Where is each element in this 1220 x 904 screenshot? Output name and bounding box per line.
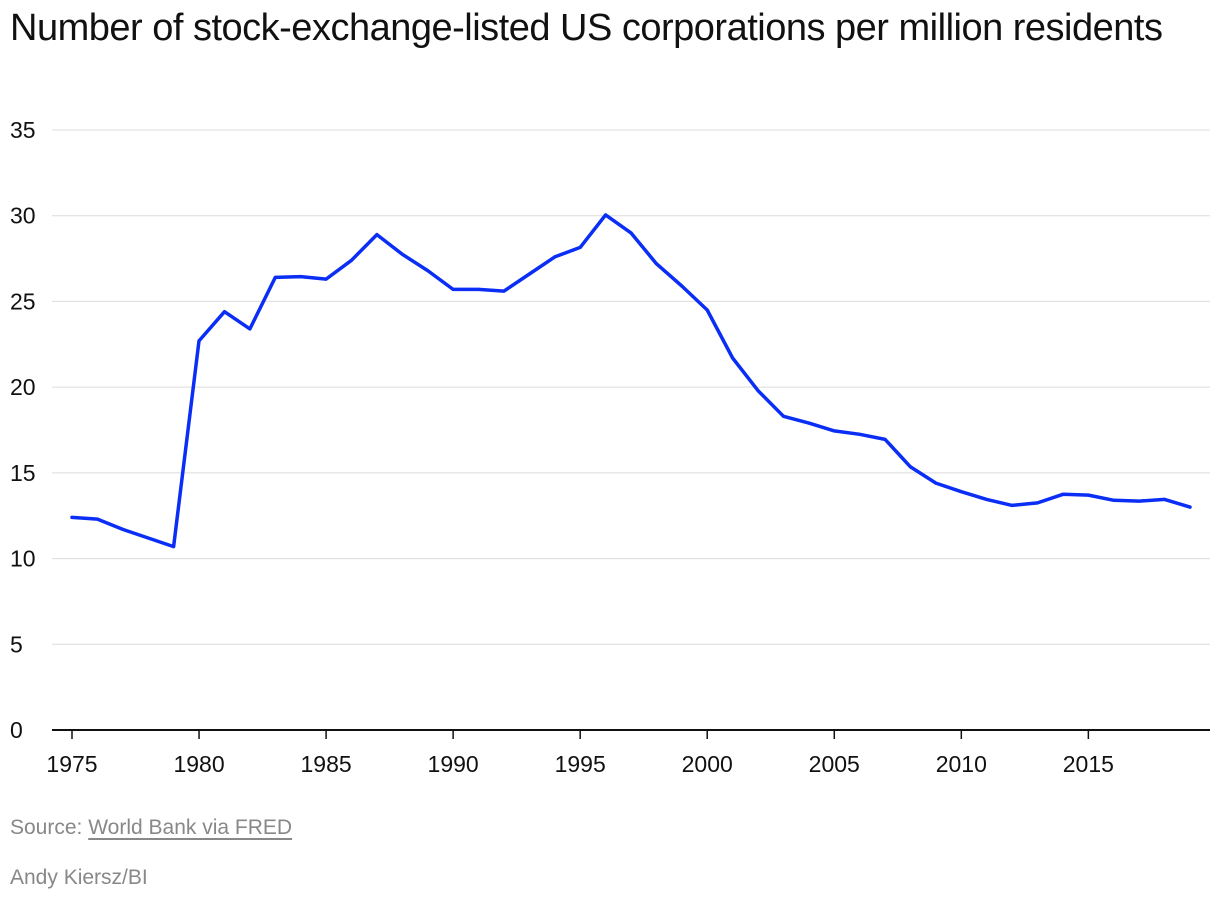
data-point-1987 (375, 233, 379, 237)
x-tick-label-1995: 1995 (555, 751, 606, 777)
x-tick-label-2005: 2005 (809, 751, 860, 777)
source-note: Source: World Bank via FRED (10, 816, 292, 840)
data-point-2017 (1137, 499, 1141, 503)
data-point-2009 (934, 481, 938, 485)
line-chart: 0 5 10 15 20 25 30 35 1975 1980 1985 1990 1995 2000 2… (10, 117, 1210, 777)
x-tick-label-2000: 2000 (682, 751, 733, 777)
x-tick-label-1975: 1975 (46, 751, 97, 777)
x-tick-label-1980: 1980 (173, 751, 224, 777)
data-point-2016 (1112, 498, 1116, 502)
chart-title: Number of stock-exchange-listed US corpo… (10, 7, 1163, 49)
series-line-0 (70, 213, 1192, 549)
y-tick-label-25: 25 (10, 288, 36, 314)
y-tick-label-10: 10 (10, 546, 36, 572)
data-point-1979 (172, 545, 176, 549)
data-point-2010 (959, 490, 963, 494)
data-point-1985 (324, 277, 328, 281)
data-point-1998 (654, 262, 658, 266)
data-point-1989 (426, 269, 430, 273)
x-tick-label-2015: 2015 (1063, 751, 1114, 777)
source-link[interactable]: World Bank via FRED (88, 816, 293, 839)
data-point-2007 (883, 437, 887, 441)
data-point-1997 (629, 231, 633, 235)
data-point-1981 (222, 310, 226, 314)
data-point-1984 (299, 275, 303, 279)
data-point-2011 (985, 497, 989, 501)
y-tick-label-5: 5 (10, 631, 23, 657)
data-point-2006 (858, 432, 862, 436)
data-point-1980 (197, 339, 201, 343)
data-point-2013 (1036, 501, 1040, 505)
x-axis: 1975 1980 1985 1990 1995 2000 2005 2010 2015 (46, 729, 1210, 777)
data-point-2004 (807, 421, 811, 425)
data-point-2019 (1188, 505, 1192, 509)
data-point-2012 (1010, 503, 1014, 507)
x-tick-label-1985: 1985 (301, 751, 352, 777)
data-point-2014 (1061, 492, 1065, 496)
data-point-2001 (731, 356, 735, 360)
data-point-2002 (756, 389, 760, 393)
data-point-1996 (604, 213, 608, 217)
x-tick-label-2010: 2010 (936, 751, 987, 777)
series-layer (70, 213, 1192, 549)
data-point-1975 (70, 515, 74, 519)
y-tick-label-35: 35 (10, 117, 36, 143)
data-point-1977 (121, 527, 125, 531)
data-point-1990 (451, 287, 455, 291)
data-point-2005 (832, 429, 836, 433)
data-point-1982 (248, 327, 252, 331)
data-point-1976 (95, 517, 99, 521)
data-point-2018 (1163, 497, 1167, 501)
author-credit: Andy Kiersz/BI (10, 866, 148, 889)
data-point-1978 (146, 536, 150, 540)
data-point-1995 (578, 245, 582, 249)
y-tick-label-20: 20 (10, 374, 36, 400)
data-point-2015 (1086, 493, 1090, 497)
data-point-2003 (781, 414, 785, 418)
data-point-1986 (350, 258, 353, 262)
y-axis-tick-labels: 0 5 10 15 20 25 30 35 (10, 117, 36, 743)
y-tick-label-0: 0 (10, 717, 23, 743)
data-point-2000 (705, 308, 709, 312)
source-prefix: Source: (10, 816, 89, 839)
data-point-1988 (400, 252, 404, 256)
data-point-1993 (527, 272, 531, 276)
x-tick-label-1990: 1990 (428, 751, 479, 777)
data-point-1999 (680, 284, 684, 288)
data-point-1992 (502, 289, 506, 293)
data-point-1994 (553, 255, 557, 259)
data-point-1991 (477, 287, 481, 291)
gridlines (52, 129, 1210, 645)
data-point-2008 (909, 465, 912, 469)
data-point-1983 (273, 275, 277, 279)
y-tick-label-30: 30 (10, 203, 36, 229)
y-tick-label-15: 15 (10, 460, 36, 486)
